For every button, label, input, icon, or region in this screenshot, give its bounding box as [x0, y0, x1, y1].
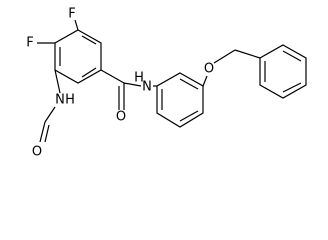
bond [54, 69, 61, 94]
atom-label: O [204, 62, 214, 77]
bond [123, 82, 142, 87]
ring-a [54, 29, 102, 84]
atom-label: O [116, 110, 126, 125]
double-bond [179, 110, 199, 122]
double-bond [179, 78, 199, 90]
molecule-diagram: F F N H O N H O O [26, 7, 307, 160]
bond [100, 69, 125, 84]
atom-label: H [65, 93, 75, 108]
double-bond [81, 35, 97, 45]
bond [39, 121, 46, 143]
bonds [37, 19, 307, 143]
atom-label: N [55, 93, 65, 108]
bond [234, 49, 261, 59]
bond [213, 49, 236, 64]
ring-c [259, 44, 307, 99]
bond [44, 106, 56, 123]
double-bond [282, 50, 302, 62]
ring-b [156, 72, 204, 128]
atom-labels: F F N H O N H O O [26, 7, 214, 160]
atom-label: N [142, 80, 152, 95]
bond [202, 75, 208, 87]
atom-label: F [26, 36, 33, 51]
atom-label: O [32, 145, 42, 160]
double-bond [81, 67, 97, 78]
atom-label: H [134, 71, 144, 86]
double-bond [44, 124, 50, 143]
atom-label: F [68, 7, 75, 22]
bond [74, 19, 79, 31]
double-bond [282, 82, 302, 93]
